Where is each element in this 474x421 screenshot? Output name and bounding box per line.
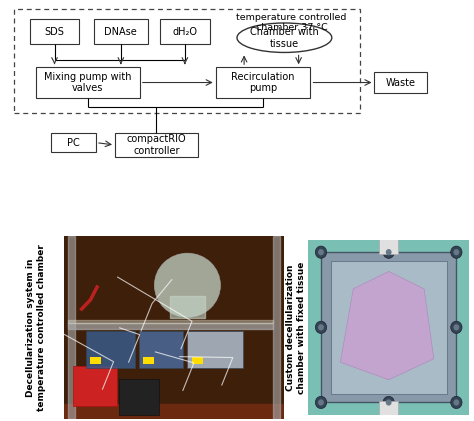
Bar	[86, 331, 135, 368]
FancyBboxPatch shape	[29, 19, 79, 44]
Text: temperature controlled
chamber 37 °C: temperature controlled chamber 37 °C	[237, 13, 346, 32]
Bar	[192, 357, 203, 364]
Text: SDS: SDS	[45, 27, 64, 37]
Text: Mixing pump with
valves: Mixing pump with valves	[44, 72, 131, 93]
Text: Chamber with
tissue: Chamber with tissue	[250, 27, 319, 48]
Bar	[143, 357, 155, 364]
Circle shape	[454, 249, 459, 256]
Circle shape	[315, 396, 327, 408]
Bar	[64, 404, 284, 419]
Ellipse shape	[237, 23, 332, 53]
FancyBboxPatch shape	[216, 67, 310, 98]
Circle shape	[386, 399, 392, 405]
Bar	[91, 357, 101, 364]
Bar	[187, 331, 243, 368]
FancyBboxPatch shape	[115, 133, 198, 157]
Bar	[68, 320, 273, 323]
Bar	[119, 378, 159, 415]
Bar	[170, 296, 205, 318]
Bar	[139, 331, 183, 368]
Bar	[73, 366, 117, 406]
FancyBboxPatch shape	[51, 133, 96, 152]
Circle shape	[318, 249, 324, 256]
Circle shape	[454, 324, 459, 330]
Text: PC: PC	[67, 138, 80, 148]
Circle shape	[318, 324, 324, 330]
Bar	[68, 236, 75, 419]
Text: compactRIO
controller: compactRIO controller	[127, 134, 186, 156]
FancyBboxPatch shape	[160, 19, 210, 44]
FancyBboxPatch shape	[36, 67, 140, 98]
Circle shape	[386, 249, 392, 256]
Bar	[273, 236, 280, 419]
Circle shape	[383, 246, 394, 258]
Bar	[331, 261, 447, 394]
Ellipse shape	[155, 253, 220, 317]
Polygon shape	[340, 272, 434, 380]
Circle shape	[315, 321, 327, 333]
Circle shape	[315, 246, 327, 258]
Bar	[68, 323, 273, 329]
Circle shape	[451, 246, 462, 258]
Circle shape	[383, 396, 394, 408]
Text: Decellularization system in
temperature controlled chamber: Decellularization system in temperature …	[26, 244, 46, 411]
Circle shape	[318, 399, 324, 405]
FancyBboxPatch shape	[94, 19, 148, 44]
Bar	[321, 252, 456, 402]
Circle shape	[454, 399, 459, 405]
Bar	[379, 401, 398, 418]
FancyBboxPatch shape	[374, 72, 427, 93]
Text: dH₂O: dH₂O	[173, 27, 197, 37]
Text: Recirculation
pump: Recirculation pump	[231, 72, 295, 93]
Bar	[379, 237, 398, 254]
Text: Custom decellularization
chamber with fixed tissue: Custom decellularization chamber with fi…	[286, 261, 306, 394]
Circle shape	[451, 321, 462, 333]
Circle shape	[451, 396, 462, 408]
Text: Waste: Waste	[385, 77, 416, 88]
Text: DNAse: DNAse	[104, 27, 137, 37]
